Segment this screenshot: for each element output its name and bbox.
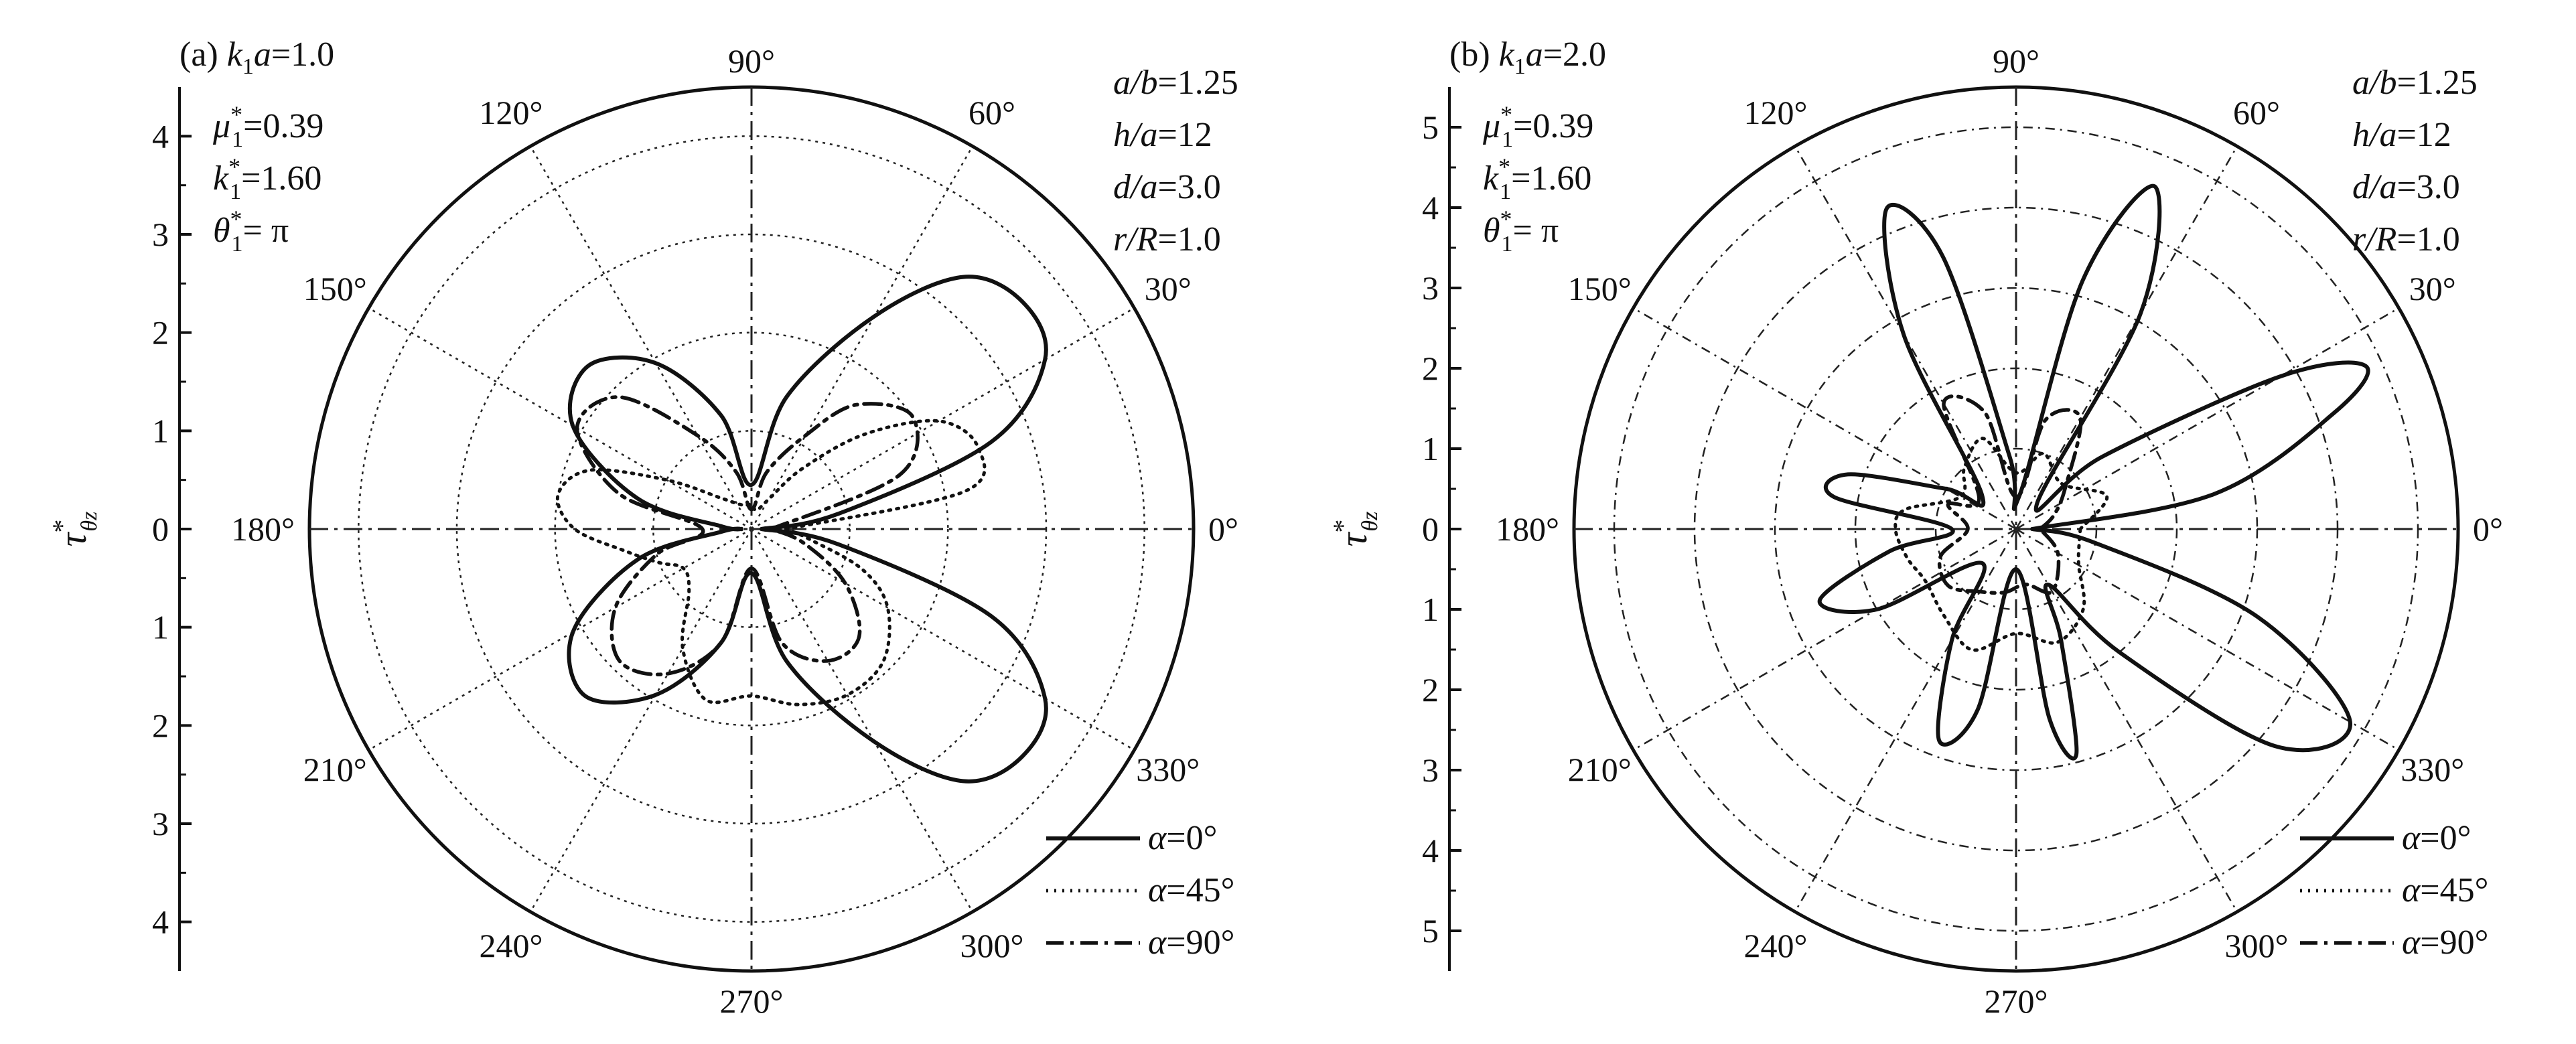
grid-spoke <box>368 528 752 751</box>
radial-tick-label: 2 <box>152 706 169 744</box>
angle-label: 90° <box>728 42 775 80</box>
angle-label: 180° <box>231 510 295 548</box>
angle-label: 330° <box>1136 751 1200 788</box>
panel-title: (a) k1a=1.0 <box>180 35 334 79</box>
series-dotted-curve <box>1893 437 2108 652</box>
series-dashdot-curve <box>1937 394 2083 595</box>
grid-spoke <box>751 307 1135 530</box>
series-dotted-curve <box>555 419 987 706</box>
polar-chart-a: 0° 30° 60° 90° 120° 150° 180° 210° 240° 270° 300° 3… <box>47 35 1238 1020</box>
angle-label: 150° <box>303 270 367 307</box>
angle-label: 330° <box>2401 751 2464 788</box>
radial-tick-label: 3 <box>1422 751 1439 789</box>
radial-tick-label: 2 <box>1422 671 1439 709</box>
series-dashdot-curve <box>575 395 920 676</box>
param-right: a/b=1.25 <box>1113 64 1238 102</box>
radial-tick-label: 1 <box>152 609 169 646</box>
radial-tick-label: 2 <box>1422 350 1439 387</box>
angle-label: 210° <box>1568 751 1632 788</box>
param-right: h/a=12 <box>2352 116 2451 154</box>
radial-tick-label: 1 <box>1422 430 1439 467</box>
angle-label: 30° <box>1145 270 1192 307</box>
legend-entry: α=90° <box>1148 923 1234 962</box>
grid-spoke <box>751 528 1135 751</box>
grid-spoke <box>750 145 974 530</box>
angle-label: 30° <box>2409 270 2456 307</box>
angle-label: 120° <box>1744 94 1808 131</box>
param-right: r/R=1.0 <box>1113 220 1221 258</box>
angle-label: 270° <box>1985 982 2048 1020</box>
radial-tick-label: 4 <box>1422 189 1439 226</box>
grid-spoke <box>529 528 753 913</box>
grid-ring <box>455 233 1048 825</box>
legend-entry: α=45° <box>2402 871 2488 909</box>
y-axis-label: τ*θz <box>47 512 102 547</box>
param-right: r/R=1.0 <box>2352 220 2460 258</box>
radial-tick-label: 5 <box>1422 912 1439 950</box>
series-solid-curve <box>567 275 1048 784</box>
legend-entry: α=90° <box>2402 923 2488 962</box>
legend-entry: α=45° <box>1148 871 1234 909</box>
param-right: d/a=3.0 <box>1113 168 1221 206</box>
angle-label: 0° <box>2473 510 2503 548</box>
grid-ring <box>554 331 949 727</box>
grid-spoke <box>529 145 753 530</box>
param-left: k* 1=1.60 <box>213 153 321 204</box>
radial-tick-label: 3 <box>152 805 169 842</box>
y-axis-label: τ*θz <box>1328 512 1382 547</box>
angle-label: 60° <box>969 94 1015 131</box>
grid-spoke <box>1632 528 2017 751</box>
radial-tick-label: 1 <box>152 412 169 449</box>
param-right: d/a=3.0 <box>2352 168 2460 206</box>
radial-tick-label: 2 <box>152 314 169 352</box>
param-left: μ* 1=0.39 <box>1482 101 1593 152</box>
legend-entry: α=0° <box>2402 819 2471 857</box>
angle-label: 240° <box>480 927 543 964</box>
param-left: θ* 1= π <box>213 206 289 256</box>
radial-tick-label: 0 <box>1422 510 1439 548</box>
series-solid-curve <box>1817 183 2370 761</box>
angle-label: 150° <box>1568 270 1632 307</box>
angle-label: 300° <box>960 927 1024 964</box>
grid-spoke <box>1794 528 2017 913</box>
angle-label: 270° <box>720 982 784 1020</box>
angle-label: 180° <box>1496 510 1559 548</box>
grid-spoke <box>1632 307 2017 530</box>
angle-label: 0° <box>1208 510 1238 548</box>
legend-entry: α=0° <box>1148 819 1217 857</box>
param-right: a/b=1.25 <box>2352 64 2478 102</box>
angle-label: 60° <box>2233 94 2280 131</box>
param-left: θ* 1= π <box>1483 206 1559 256</box>
grid-spoke <box>368 307 752 530</box>
angle-label: 240° <box>1744 927 1808 964</box>
grid-spoke <box>2015 145 2238 530</box>
angle-label: 300° <box>2225 927 2289 964</box>
angle-label: 90° <box>1993 42 2040 80</box>
polar-chart-b: 0° 30° 60° 90° 120° 150° 180° 210° 240° 270° 300° 3… <box>1328 35 2503 1020</box>
radial-tick-label: 4 <box>1422 832 1439 869</box>
grid-spoke <box>2015 307 2400 530</box>
radial-tick-label: 3 <box>1422 269 1439 307</box>
radial-tick-label: 5 <box>1422 108 1439 146</box>
grid-spoke <box>2015 528 2400 751</box>
param-left: μ* 1=0.39 <box>212 101 324 152</box>
grid-spoke <box>2015 528 2238 913</box>
radial-tick-label: 0 <box>152 510 169 548</box>
radial-tick-label: 4 <box>152 903 169 941</box>
angle-label: 210° <box>303 751 367 788</box>
param-right: h/a=12 <box>1113 116 1212 154</box>
angle-label: 120° <box>480 94 543 131</box>
param-left: k* 1=1.60 <box>1483 153 1591 204</box>
radial-tick-label: 4 <box>152 117 169 155</box>
radial-tick-label: 3 <box>152 216 169 253</box>
panel-title: (b) k1a=2.0 <box>1449 35 1606 79</box>
radial-tick-label: 1 <box>1422 591 1439 628</box>
grid-spoke <box>750 528 974 913</box>
